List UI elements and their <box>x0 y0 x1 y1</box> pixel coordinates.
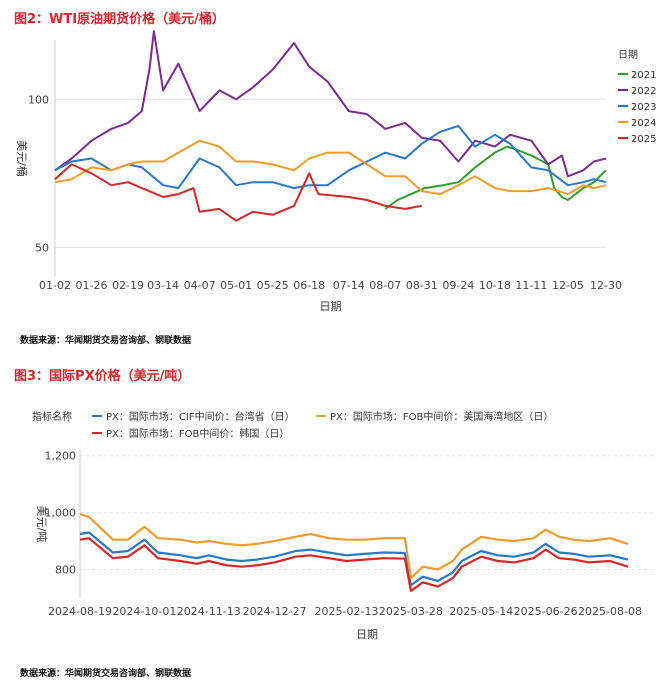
legend-label: PX：国际市场：FOB中间价：美国海湾地区（日） <box>330 410 553 423</box>
x-tick-label: 07-14 <box>333 279 365 292</box>
x-tick-label: 12-30 <box>590 279 622 292</box>
y-tick-label: 1,000 <box>45 507 77 520</box>
series-line-3 <box>79 537 629 592</box>
figure3-source: 数据来源：华闻期货交易咨询部、钢联数据 <box>20 669 192 679</box>
series-line-2023 <box>54 124 607 190</box>
figure3-title: 图3：国际PX价格（美元/吨） <box>14 369 191 384</box>
y-axis-title: 美元/吨 <box>35 506 48 543</box>
y-axis-title: 美元/桶 <box>15 140 29 177</box>
x-tick-label: 02-19 <box>112 279 144 292</box>
legend-title: 指标名称 <box>32 410 72 423</box>
y-tick-label: 1,200 <box>45 450 77 463</box>
x-tick-label: 2024-11-13 <box>177 605 241 618</box>
x-tick-label: 2025-08-08 <box>578 605 642 618</box>
legend-label: 2022 <box>631 86 656 97</box>
x-axis-title: 日期 <box>356 628 378 641</box>
x-tick-label: 08-31 <box>406 279 438 292</box>
legend-title: 日期 <box>618 49 638 61</box>
x-axis-title: 日期 <box>320 300 342 313</box>
x-tick-label: 03-14 <box>147 279 179 292</box>
x-tick-label: 10-18 <box>479 279 511 292</box>
x-tick-label: 04-07 <box>184 279 216 292</box>
series-line-2025 <box>54 163 422 222</box>
legend-label: PX：国际市场：FOB中间价：韩国（日） <box>106 427 289 440</box>
x-tick-label: 05-25 <box>257 279 289 292</box>
figure2-source: 数据来源：华闻期货交易咨询部、钢联数据 <box>20 336 192 346</box>
y-tick-label: 800 <box>55 564 76 577</box>
x-tick-label: 06-18 <box>293 279 325 292</box>
x-tick-label: 2025-05-14 <box>449 605 513 618</box>
legend-label: 2021 <box>631 70 656 81</box>
x-tick-label: 12-05 <box>552 279 584 292</box>
y-tick-label: 100 <box>28 93 49 106</box>
x-tick-label: 2025-03-28 <box>379 605 443 618</box>
x-tick-label: 2024-08-19 <box>48 605 112 618</box>
wti-chart: 50 100 01-02 01-26 02-19 03-14 04-07 05-01 05-25… <box>15 30 656 313</box>
series-line-2022 <box>54 30 607 178</box>
series-line-1 <box>79 531 629 587</box>
x-tick-label: 01-26 <box>76 279 108 292</box>
legend-label: 2024 <box>631 118 656 129</box>
px-chart: 800 1,000 1,200 2024-08-19 2024-10-01 2024-11… <box>32 410 655 641</box>
x-tick-label: 09-24 <box>442 279 474 292</box>
x-tick-label: 11-11 <box>515 279 547 292</box>
x-tick-label: 2025-06-26 <box>514 605 578 618</box>
x-tick-label: 2024-12-27 <box>243 605 307 618</box>
x-tick-label: 2024-10-01 <box>112 605 176 618</box>
figure2-title: 图2：WTI原油期货价格（美元/桶） <box>14 12 225 27</box>
series-line-2 <box>79 512 629 580</box>
x-tick-label: 01-02 <box>39 279 71 292</box>
x-tick-label: 08-07 <box>369 279 401 292</box>
series-line-2024 <box>54 139 607 196</box>
legend-label: PX：国际市场：CIF中间价：台湾省（日） <box>106 410 295 423</box>
legend-label: 2025 <box>631 134 656 145</box>
y-tick-label: 50 <box>35 241 49 254</box>
x-tick-label: 05-01 <box>220 279 252 292</box>
x-tick-label: 2025-02-13 <box>315 605 379 618</box>
legend-label: 2023 <box>631 102 656 113</box>
series-line-2021 <box>384 145 607 210</box>
